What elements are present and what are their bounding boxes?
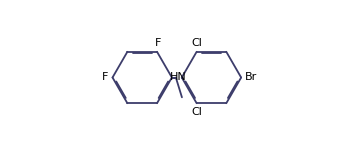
Text: F: F [155, 38, 161, 48]
Text: Cl: Cl [191, 38, 202, 48]
Text: Br: Br [244, 73, 257, 82]
Text: Cl: Cl [191, 107, 202, 117]
Text: F: F [102, 73, 109, 82]
Text: HN: HN [170, 72, 186, 82]
